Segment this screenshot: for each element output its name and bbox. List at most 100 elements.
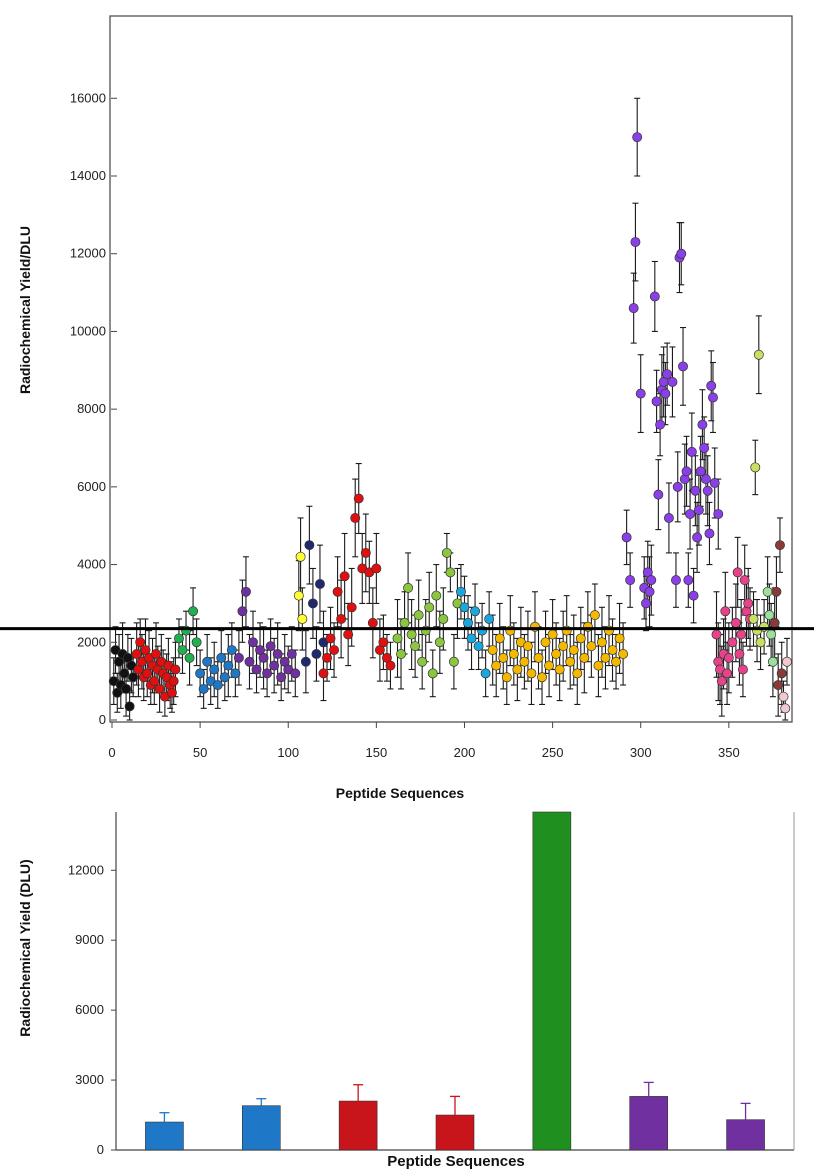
- data-point: [596, 637, 607, 648]
- data-point: [579, 652, 590, 663]
- data-point: [667, 376, 678, 387]
- data-point: [589, 610, 600, 621]
- data-point: [641, 598, 651, 609]
- data-point: [491, 660, 502, 671]
- data-point: [406, 629, 417, 640]
- data-point: [417, 656, 428, 667]
- data-point: [519, 656, 530, 667]
- data-point: [332, 586, 343, 597]
- data-point: [248, 637, 258, 648]
- data-point: [293, 590, 304, 601]
- bar-x-axis-title: Peptide Sequences: [387, 1153, 525, 1170]
- data-point: [307, 598, 318, 609]
- data-point: [706, 380, 717, 391]
- data-point: [142, 668, 153, 679]
- data-point: [170, 664, 181, 675]
- data-point: [396, 648, 406, 659]
- data-point: [237, 606, 248, 617]
- data-point: [219, 672, 230, 683]
- data-point: [586, 641, 597, 652]
- data-point: [325, 633, 336, 644]
- bar-chart-ticks: 0 3000 6000 9000 12000: [68, 862, 116, 1157]
- data-point: [683, 575, 694, 586]
- data-point: [646, 575, 657, 586]
- data-point: [630, 237, 641, 248]
- data-point: [470, 606, 481, 617]
- data-point: [708, 392, 718, 403]
- data-point: [537, 672, 547, 683]
- data-point: [131, 648, 142, 659]
- data-point: [723, 652, 734, 663]
- data-point: [734, 648, 745, 659]
- y-tick-label: 3000: [75, 1072, 104, 1087]
- bar: [726, 1119, 765, 1151]
- data-point: [431, 590, 442, 601]
- data-point: [494, 633, 505, 644]
- x-tick-label: 150: [366, 745, 388, 760]
- data-point: [671, 575, 681, 586]
- data-point: [350, 512, 361, 523]
- data-point: [748, 614, 759, 624]
- data-point: [244, 656, 255, 667]
- data-point: [119, 668, 130, 679]
- data-point: [716, 676, 727, 687]
- data-point: [676, 248, 687, 259]
- data-point: [720, 606, 731, 617]
- data-point: [526, 668, 537, 679]
- bar-y-axis-title: Radiochemical Yield (DLU): [17, 859, 33, 1036]
- data-point: [339, 571, 350, 582]
- data-point: [685, 509, 696, 520]
- data-point: [371, 563, 382, 574]
- data-point: [600, 652, 611, 663]
- data-point: [730, 617, 741, 628]
- y-tick-label: 0: [97, 1142, 104, 1157]
- data-point: [322, 652, 332, 663]
- data-point: [732, 567, 743, 578]
- data-point: [686, 446, 697, 457]
- y-tick-label: 10000: [70, 323, 106, 338]
- data-point: [188, 606, 199, 617]
- data-point: [769, 617, 780, 628]
- data-point: [445, 567, 456, 578]
- data-point: [551, 648, 562, 659]
- data-point: [480, 668, 491, 679]
- data-point: [662, 369, 673, 380]
- data-point: [448, 656, 459, 667]
- data-point: [568, 645, 579, 656]
- data-point: [154, 683, 165, 694]
- x-tick-label: 0: [108, 745, 115, 760]
- data-point: [508, 648, 519, 659]
- data-point: [223, 660, 234, 671]
- bar: [435, 1114, 475, 1151]
- data-point: [771, 586, 782, 597]
- data-point: [290, 668, 301, 679]
- bar: [145, 1121, 184, 1151]
- y-tick-label: 8000: [77, 401, 106, 416]
- bar: [629, 1096, 669, 1151]
- data-point: [135, 637, 146, 648]
- data-point: [709, 478, 720, 488]
- y-tick-label: 12000: [68, 862, 104, 877]
- data-point: [378, 637, 389, 648]
- data-point: [743, 598, 754, 609]
- data-point: [660, 388, 671, 399]
- data-point: [240, 586, 251, 597]
- data-point: [124, 701, 135, 712]
- x-tick-label: 100: [277, 745, 299, 760]
- data-point: [737, 664, 748, 675]
- data-point: [700, 474, 711, 485]
- data-point: [702, 485, 713, 496]
- data-point: [618, 648, 629, 659]
- scatter-points: [108, 132, 792, 714]
- data-point: [644, 586, 655, 597]
- data-point: [736, 629, 747, 640]
- data-point: [750, 462, 761, 473]
- data-point: [463, 617, 473, 628]
- data-point: [269, 660, 280, 671]
- data-point: [230, 668, 241, 679]
- data-point: [286, 648, 297, 659]
- x-tick-label: 50: [193, 745, 207, 760]
- data-point: [782, 656, 792, 667]
- data-point: [651, 396, 662, 407]
